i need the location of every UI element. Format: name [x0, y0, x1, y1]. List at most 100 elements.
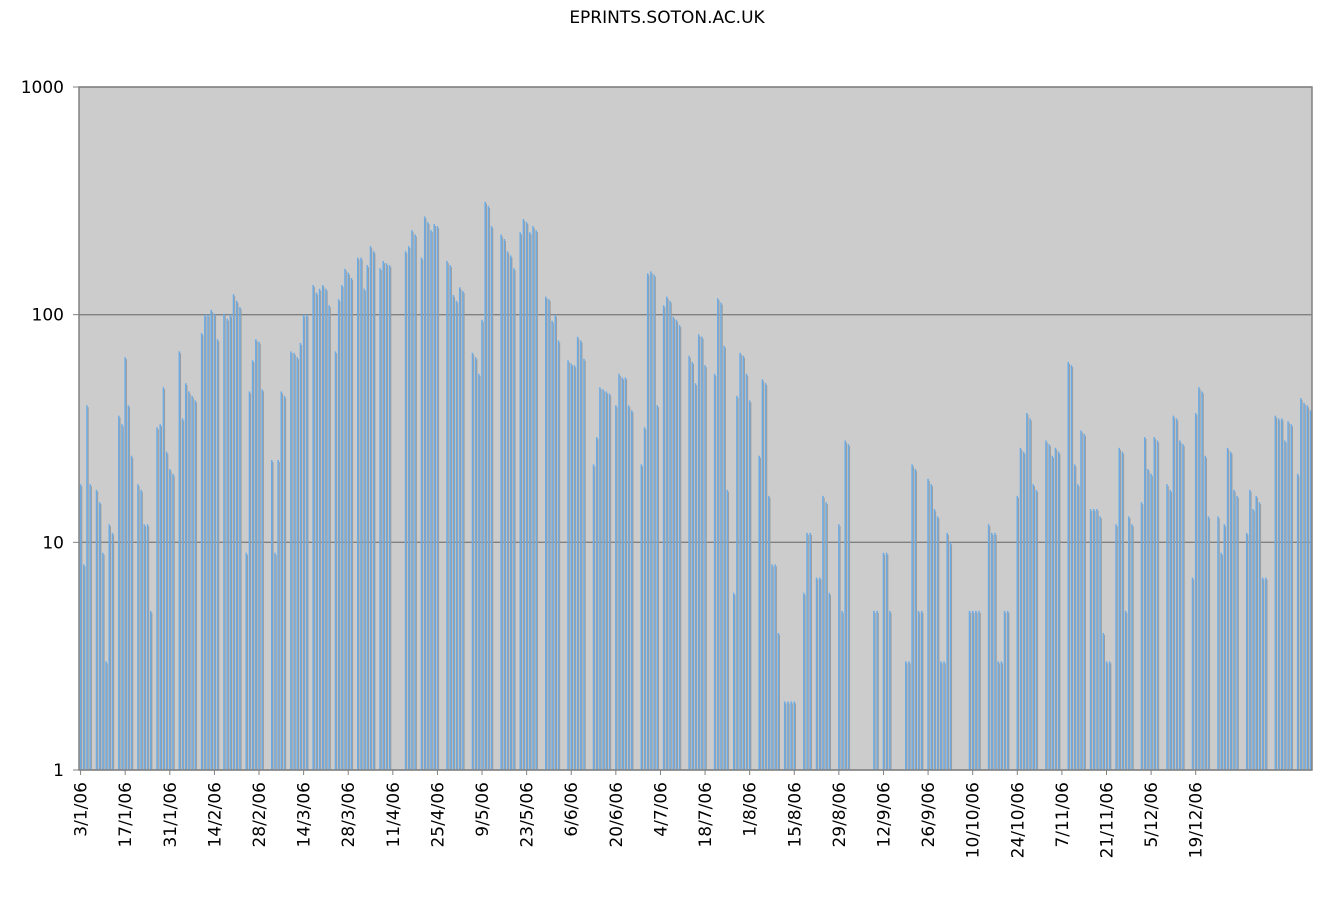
x-tick-label: 28/3/06 [339, 782, 359, 848]
bar [299, 343, 302, 770]
bar [251, 360, 254, 770]
y-tick-label: 10 [42, 533, 64, 553]
bar [758, 455, 760, 770]
bar [321, 284, 324, 770]
bar [455, 300, 458, 770]
bar-shadow [307, 316, 309, 770]
bar [270, 459, 273, 770]
bar-shadow [775, 566, 777, 770]
bar [882, 552, 885, 770]
bar [736, 395, 738, 770]
bar-shadow [317, 294, 319, 770]
bar-shadow [629, 407, 631, 770]
bar-shadow [256, 341, 258, 770]
x-tick-label: 14/2/06 [205, 782, 225, 848]
bar [181, 418, 184, 770]
bar [1287, 421, 1289, 770]
bar [162, 387, 165, 770]
bar [430, 230, 432, 770]
x-tick-label: 20/6/06 [607, 782, 627, 848]
bar-shadow [406, 253, 408, 770]
bar-shadow [874, 612, 876, 770]
bar-shadow [157, 429, 159, 770]
bars [79, 201, 1313, 771]
bar-shadow [702, 338, 704, 770]
bar [366, 265, 369, 770]
bar [1220, 552, 1222, 770]
bar [372, 251, 375, 770]
bar-shadow [161, 426, 162, 770]
bar [946, 532, 948, 770]
bar [1016, 495, 1019, 770]
bar [379, 268, 381, 770]
bar [248, 391, 251, 770]
bar-shadow [183, 420, 185, 770]
bar [1153, 437, 1156, 770]
bar [621, 377, 623, 770]
bar [841, 610, 843, 770]
bar-shadow [145, 526, 146, 770]
bar [838, 524, 840, 770]
bar-shadow [81, 486, 83, 770]
bar-shadow [457, 302, 459, 770]
bar-shadow [607, 393, 608, 770]
bar-shadow [106, 663, 108, 770]
bar [229, 314, 232, 770]
bar-shadow [998, 663, 1000, 770]
bar [567, 360, 569, 770]
bar-shadow [103, 554, 105, 770]
bar [745, 373, 748, 770]
bar-shadow [1221, 554, 1223, 770]
bar-shadow [992, 534, 994, 770]
bar-shadow [514, 270, 516, 770]
bar-shadow [597, 439, 599, 770]
bar [1179, 440, 1181, 770]
bar [905, 661, 907, 770]
bar-shadow [1018, 497, 1019, 770]
bar [446, 261, 448, 770]
bar-shadow [763, 381, 765, 770]
bar [1169, 489, 1171, 770]
bar-shadow [387, 265, 389, 770]
bar-shadow [1170, 491, 1172, 770]
bar-shadow [202, 335, 204, 770]
bar [936, 516, 939, 770]
bar-shadow [951, 544, 953, 770]
bar [369, 246, 372, 770]
bar [844, 440, 847, 770]
bar [95, 489, 98, 770]
bar [930, 484, 933, 770]
bar-shadow [1037, 491, 1039, 770]
bar-shadow [699, 336, 701, 770]
bar [933, 509, 936, 770]
bar-shadow [237, 302, 239, 770]
bar [1201, 391, 1203, 770]
bar [978, 610, 980, 770]
bar-shadow [380, 270, 382, 770]
bar [290, 351, 292, 770]
bar-shadow [696, 385, 698, 770]
bar [1198, 387, 1200, 770]
bar-shadow [839, 526, 841, 770]
bar [595, 437, 598, 770]
bar-shadow [87, 407, 89, 770]
bar [449, 265, 451, 770]
bar-shadow [368, 267, 369, 770]
bar [1070, 365, 1073, 770]
bar [646, 273, 649, 770]
bar-shadow [1247, 534, 1249, 770]
x-tick-label: 26/9/06 [919, 782, 939, 848]
bar-shadow [1250, 491, 1252, 770]
bar-shadow [1049, 446, 1051, 770]
bar-shadow [479, 375, 481, 770]
bar-shadow [734, 594, 736, 770]
bar-shadow [1307, 407, 1309, 770]
bar-shadow [259, 343, 261, 770]
bar [121, 424, 123, 770]
bar-shadow [549, 301, 551, 770]
bar [1083, 433, 1085, 770]
x-tick-label: 21/11/06 [1098, 782, 1118, 858]
bar [277, 459, 279, 770]
bar-shadow [272, 461, 274, 770]
bar-shadow [1078, 486, 1080, 770]
